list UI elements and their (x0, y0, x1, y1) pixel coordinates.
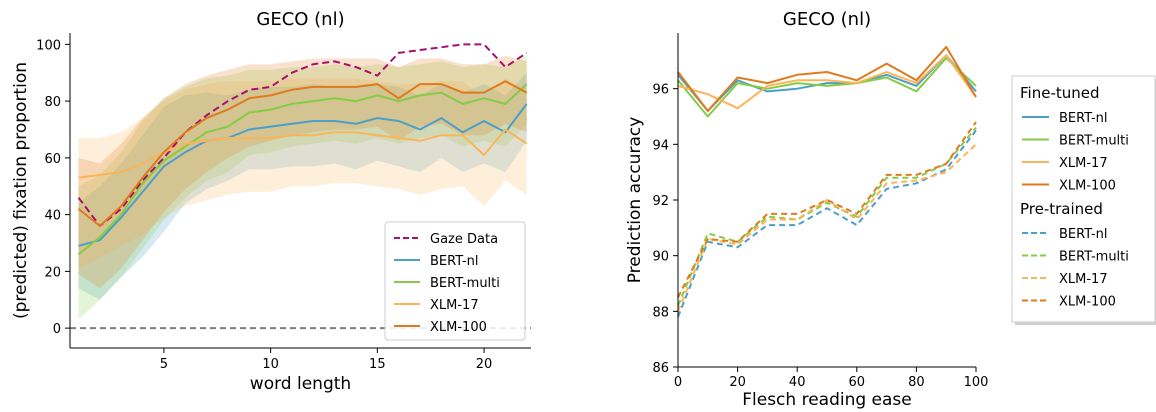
legend-label: BERT-nl (1059, 111, 1108, 126)
legend-label: XLM-17 (1059, 272, 1108, 287)
series-line-bert-nl (78, 103, 528, 247)
series-line-fine-tuned-bert-nl (677, 54, 977, 112)
band-xlm-100 (78, 55, 527, 289)
legend-label: XLM-100 (1059, 179, 1116, 194)
legend-group-title: Fine-tuned (1020, 84, 1100, 102)
legend-box (384, 221, 526, 341)
legend-label: BERT-multi (1059, 134, 1129, 149)
x-tick-label: 40 (789, 375, 806, 390)
legend-label: XLM-17 (430, 298, 479, 313)
series-line-fine-tuned-bert-multi (677, 57, 977, 118)
legend-label: BERT-multi (1059, 250, 1129, 265)
series-line-xlm-100 (77, 80, 528, 227)
series-line-xlm-17 (78, 128, 528, 179)
y-axis-label: Prediction accuracy (625, 117, 645, 284)
x-tick-label: 20 (476, 357, 493, 372)
y-tick-label: 90 (652, 250, 669, 265)
y-tick-label: 88 (652, 305, 669, 320)
series-line-fine-tuned-xlm-100 (677, 45, 977, 112)
x-tick-label: 10 (262, 357, 279, 372)
legend-label: XLM-100 (430, 320, 487, 335)
x-tick-label: 100 (964, 375, 989, 390)
y-tick-label: 92 (652, 194, 669, 209)
legend-group-title: Pre-trained (1020, 200, 1103, 218)
legend-label: BERT-nl (1059, 227, 1108, 242)
series-line-pre-trained-xlm-17 (677, 143, 977, 312)
x-tick-label: 60 (849, 375, 866, 390)
y-tick-label: 60 (44, 152, 61, 167)
series-line-pre-trained-xlm-100 (677, 121, 977, 298)
right-chart: 0 20 40 60 80 100 86 88 90 92 94 96 GECO (nl) Flesch … (625, 9, 1156, 410)
y-tick-label: 40 (44, 209, 61, 224)
series-line-gaze-data (77, 43, 528, 227)
legend-label: XLM-17 (1059, 156, 1108, 171)
chart-title: GECO (nl) (256, 9, 344, 30)
x-axis-label: Flesch reading ease (742, 390, 912, 410)
y-tick-label: 86 (652, 361, 669, 376)
series-line-bert-multi (77, 83, 528, 256)
series-line-pre-trained-bert-nl (677, 129, 977, 318)
band-bert-multi (78, 55, 527, 320)
y-tick-label: 80 (44, 95, 61, 110)
series-line-fine-tuned-xlm-17 (677, 54, 977, 110)
left-chart: 5 10 15 20 0 20 40 60 80 100 GECO (nl) word length (… (11, 9, 531, 394)
legend-label: BERT-nl (430, 254, 479, 269)
series-line-pre-trained-bert-multi (677, 126, 977, 307)
x-tick-label: 0 (674, 375, 682, 390)
y-axis-label: (predicted) fixation proportion (11, 62, 31, 319)
x-tick-label: 5 (160, 357, 168, 372)
x-tick-label: 15 (369, 357, 386, 372)
band-xlm-17 (78, 78, 527, 269)
y-tick-label: 20 (44, 265, 61, 280)
legend-label: BERT-multi (430, 276, 500, 291)
legend-label: XLM-100 (1059, 295, 1116, 310)
y-tick-label: 94 (652, 138, 669, 153)
y-tick-label: 0 (53, 322, 61, 337)
x-axis-label: word length (250, 374, 351, 394)
x-tick-label: 20 (729, 375, 746, 390)
x-tick-label: 80 (908, 375, 925, 390)
legend-label: Gaze Data (430, 232, 498, 247)
chart-title: GECO (nl) (783, 9, 871, 30)
y-tick-label: 100 (36, 38, 61, 53)
y-tick-label: 96 (652, 83, 669, 98)
